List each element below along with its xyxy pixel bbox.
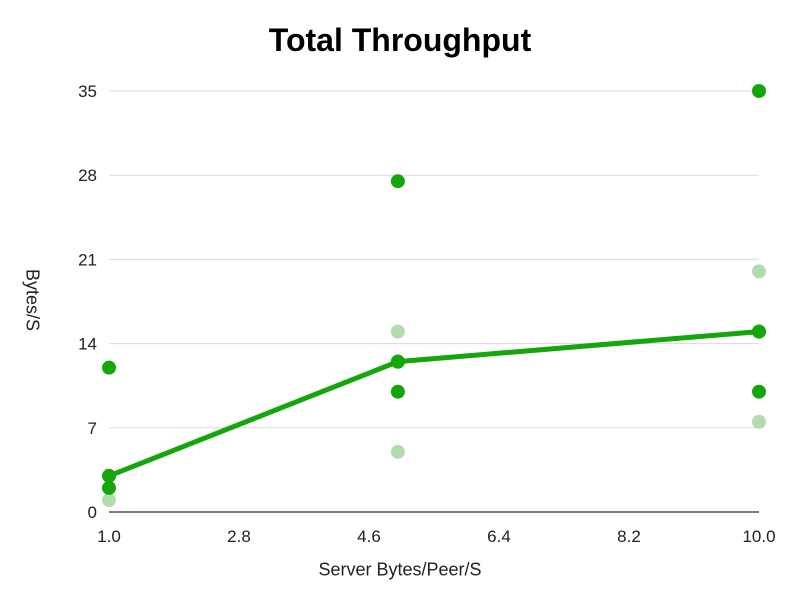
data-point	[102, 492, 116, 507]
data-point	[390, 324, 405, 339]
data-points	[102, 84, 766, 507]
data-point	[752, 84, 766, 98]
data-point	[752, 384, 766, 399]
x-tick-label: 1.0	[97, 527, 121, 546]
trend-lines	[106, 329, 762, 479]
y-tick-label: 21	[78, 250, 97, 269]
axis-ticks: 0 7 14 21 28 35 1.0 2.8 4.6 6.4 8.2 10.0	[78, 82, 775, 546]
line-point	[102, 468, 116, 483]
chart-title: Total Throughput	[268, 22, 532, 58]
grid-lines	[109, 90, 759, 513]
data-point	[390, 174, 405, 189]
data-point	[102, 360, 116, 375]
series-line	[106, 329, 762, 479]
data-point	[390, 444, 405, 459]
data-point	[752, 414, 766, 429]
line-point	[752, 324, 766, 339]
y-tick-label: 14	[78, 335, 97, 354]
x-tick-label: 6.4	[487, 527, 511, 546]
y-tick-label: 7	[88, 419, 97, 438]
y-tick-label: 28	[78, 166, 97, 185]
x-tick-label: 10.0	[742, 527, 775, 546]
data-point	[102, 480, 116, 495]
data-point	[752, 264, 766, 279]
x-tick-label: 8.2	[617, 527, 641, 546]
x-axis-label: Server Bytes/Peer/S	[318, 559, 482, 580]
y-tick-label: 35	[78, 82, 97, 101]
x-tick-label: 2.8	[227, 527, 251, 546]
y-tick-label: 0	[88, 503, 97, 522]
data-point	[390, 384, 405, 399]
line-point	[390, 354, 405, 369]
x-tick-label: 4.6	[357, 527, 381, 546]
